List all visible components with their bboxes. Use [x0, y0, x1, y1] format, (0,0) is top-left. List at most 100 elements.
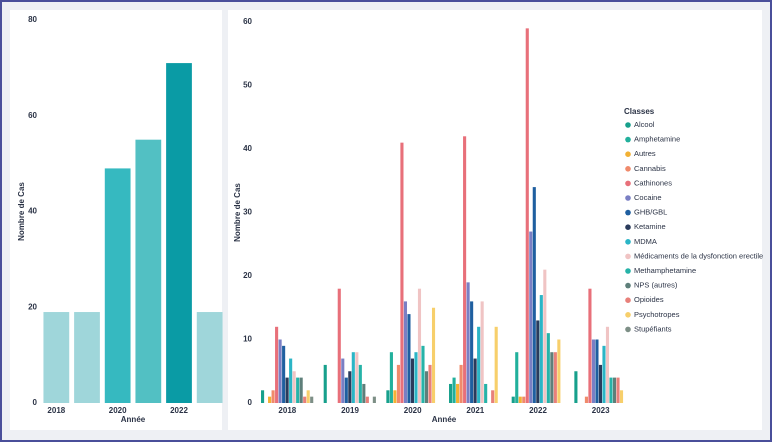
bar [470, 301, 474, 403]
x-tick-label: 2021 [466, 406, 484, 415]
y-tick-label: 40 [28, 207, 37, 216]
x-tick-label: 2019 [341, 406, 359, 415]
bar [591, 339, 596, 403]
legend-marker [625, 151, 631, 157]
y-axis-label: Nombre de Cas [233, 183, 242, 242]
legend-label: Cannabis [634, 164, 666, 173]
bar [403, 301, 408, 403]
bar [344, 377, 348, 403]
legend-label: Médicaments de la dysfonction erectile [634, 251, 763, 260]
bar [400, 142, 404, 403]
legend-label: Cocaine [634, 193, 662, 202]
bar [271, 390, 275, 403]
y-tick-label: 60 [28, 111, 37, 120]
bar [609, 377, 613, 403]
x-tick-label: 2018 [278, 406, 296, 415]
bar [104, 168, 131, 403]
bar [484, 383, 488, 403]
bar [557, 339, 561, 403]
bar [275, 326, 279, 403]
bar [261, 390, 265, 403]
bar [337, 288, 341, 403]
legend-marker [625, 136, 631, 143]
bar [511, 396, 515, 403]
y-tick-label: 80 [28, 15, 37, 24]
bar [74, 312, 100, 403]
x-axis-label: Année [432, 415, 457, 424]
legend-marker [625, 268, 631, 274]
bar [595, 339, 599, 403]
bar [539, 295, 543, 403]
x-tick-label: 2018 [47, 406, 65, 415]
bar [466, 282, 470, 403]
legend-label: Cathinones [634, 178, 672, 187]
legend-label: GHB/GBL [634, 208, 667, 217]
bar [536, 320, 540, 403]
legend-label: MDMA [634, 237, 657, 246]
bar [358, 364, 362, 403]
x-tick-label: 2022 [529, 406, 547, 415]
bar [414, 352, 418, 403]
bar [584, 396, 588, 403]
bar [473, 358, 477, 403]
bar [389, 352, 393, 403]
y-tick-label: 30 [243, 208, 252, 217]
bar [268, 396, 272, 403]
bar [306, 390, 310, 403]
bar [616, 377, 620, 403]
bar [532, 187, 536, 403]
bar [372, 396, 376, 403]
x-axis-label: Année [121, 415, 146, 424]
legend-marker [625, 326, 631, 333]
y-tick-label: 60 [243, 17, 252, 26]
bar [421, 345, 425, 403]
bar [299, 377, 303, 403]
bar [449, 383, 453, 403]
y-tick-label: 40 [243, 144, 252, 153]
bar [285, 377, 289, 403]
legend-label: NPS (autres) [634, 281, 678, 290]
x-tick-label: 2022 [170, 406, 188, 415]
bar [348, 371, 352, 403]
legend-marker [625, 209, 631, 216]
bar [463, 136, 467, 404]
bar [431, 307, 436, 403]
bar [588, 288, 592, 403]
legend-marker [625, 282, 631, 289]
bar [278, 339, 282, 403]
legend-label: Methamphetamine [634, 266, 696, 275]
x-tick-label: 2020 [109, 406, 127, 415]
bar [323, 364, 327, 403]
bar [196, 312, 223, 403]
legend-label: Stupéfiants [634, 324, 672, 333]
bar [518, 396, 522, 403]
bar [407, 314, 411, 403]
bar [456, 383, 460, 403]
bar [491, 390, 495, 403]
legend-marker [625, 312, 631, 318]
bar [424, 371, 429, 403]
y-tick-label: 0 [33, 398, 38, 407]
bar [282, 345, 286, 403]
bar [525, 28, 529, 403]
x-tick-label: 2020 [404, 406, 422, 415]
legend-marker [625, 195, 631, 201]
bar [341, 358, 345, 403]
bar [43, 312, 70, 403]
y-axis-label: Nombre de Cas [17, 182, 26, 241]
bar [459, 364, 463, 403]
legend-label: Amphetamine [634, 135, 680, 144]
bar [289, 358, 293, 403]
bar [365, 396, 369, 403]
bar [480, 301, 484, 403]
legend-marker [625, 166, 631, 172]
bar [515, 352, 519, 403]
bar [452, 377, 456, 403]
bar [351, 352, 355, 403]
y-tick-label: 50 [243, 81, 252, 90]
bar [135, 139, 162, 403]
legend-title: Classes [624, 107, 655, 116]
bar [355, 352, 359, 403]
bar [428, 364, 432, 403]
